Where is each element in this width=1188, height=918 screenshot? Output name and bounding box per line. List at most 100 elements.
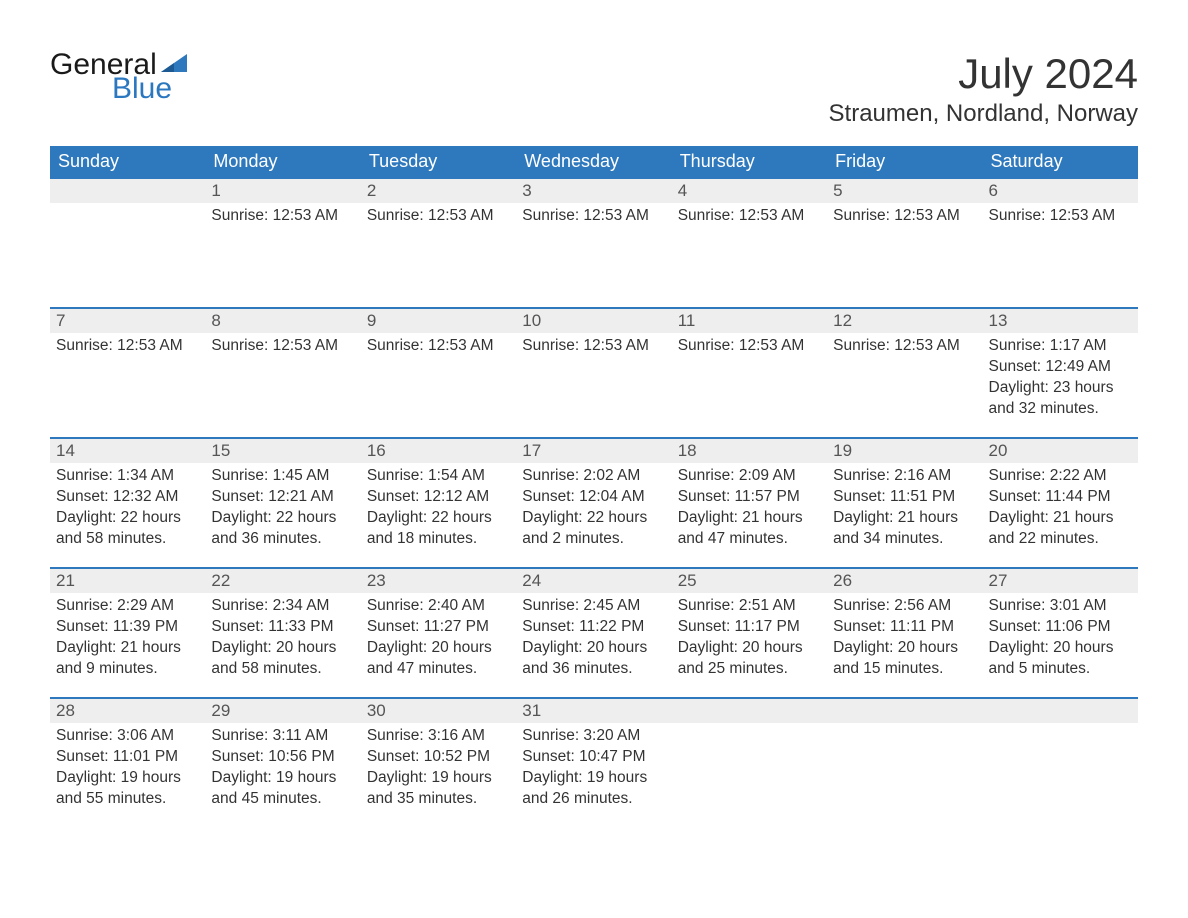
day-detail-line: Daylight: 19 hours and 55 minutes.: [56, 768, 199, 810]
weekday-header: Tuesday: [361, 146, 516, 177]
calendar-day-cell: 19Sunrise: 2:16 AMSunset: 11:51 PMDaylig…: [827, 437, 982, 567]
day-details: Sunrise: 1:17 AMSunset: 12:49 AMDaylight…: [983, 333, 1138, 426]
day-detail-line: Sunrise: 12:53 AM: [678, 206, 821, 227]
day-details: Sunrise: 12:53 AM: [361, 333, 516, 363]
day-details: Sunrise: 2:34 AMSunset: 11:33 PMDaylight…: [205, 593, 360, 686]
month-title: July 2024: [829, 50, 1138, 98]
day-detail-line: Sunset: 11:57 PM: [678, 487, 821, 508]
day-number: 30: [361, 697, 516, 723]
day-number: 6: [983, 177, 1138, 203]
day-detail-line: Daylight: 21 hours and 9 minutes.: [56, 638, 199, 680]
day-detail-line: Sunrise: 3:06 AM: [56, 726, 199, 747]
day-number: 4: [672, 177, 827, 203]
calendar-empty-cell: [827, 697, 982, 827]
day-number: 10: [516, 307, 671, 333]
day-detail-line: Sunset: 11:22 PM: [522, 617, 665, 638]
weekday-header: Wednesday: [516, 146, 671, 177]
calendar-day-cell: 23Sunrise: 2:40 AMSunset: 11:27 PMDaylig…: [361, 567, 516, 697]
day-details: Sunrise: 12:53 AM: [516, 203, 671, 233]
day-details: Sunrise: 3:01 AMSunset: 11:06 PMDaylight…: [983, 593, 1138, 686]
calendar-day-cell: 8Sunrise: 12:53 AM: [205, 307, 360, 437]
day-number: 1: [205, 177, 360, 203]
day-detail-line: Sunrise: 2:02 AM: [522, 466, 665, 487]
day-number: 21: [50, 567, 205, 593]
day-number: 14: [50, 437, 205, 463]
day-number: 12: [827, 307, 982, 333]
day-number: 13: [983, 307, 1138, 333]
day-detail-line: Sunset: 12:49 AM: [989, 357, 1132, 378]
day-detail-line: Sunset: 11:01 PM: [56, 747, 199, 768]
day-number: 5: [827, 177, 982, 203]
calendar-day-cell: 3Sunrise: 12:53 AM: [516, 177, 671, 307]
calendar-day-cell: 10Sunrise: 12:53 AM: [516, 307, 671, 437]
day-detail-line: Sunrise: 2:56 AM: [833, 596, 976, 617]
day-number: 28: [50, 697, 205, 723]
weekday-header: Thursday: [672, 146, 827, 177]
day-details: Sunrise: 2:40 AMSunset: 11:27 PMDaylight…: [361, 593, 516, 686]
day-details: Sunrise: 12:53 AM: [672, 203, 827, 233]
day-details: Sunrise: 2:09 AMSunset: 11:57 PMDaylight…: [672, 463, 827, 556]
day-detail-line: Sunrise: 3:16 AM: [367, 726, 510, 747]
day-details: Sunrise: 12:53 AM: [361, 203, 516, 233]
calendar-day-cell: 7Sunrise: 12:53 AM: [50, 307, 205, 437]
calendar-day-cell: 25Sunrise: 2:51 AMSunset: 11:17 PMDaylig…: [672, 567, 827, 697]
calendar-day-cell: 4 Sunrise: 12:53 AM: [672, 177, 827, 307]
day-number: 29: [205, 697, 360, 723]
calendar-day-cell: 29Sunrise: 3:11 AMSunset: 10:56 PMDaylig…: [205, 697, 360, 827]
calendar-day-cell: 9 Sunrise: 12:53 AM: [361, 307, 516, 437]
day-details: Sunrise: 12:53 AM: [983, 203, 1138, 233]
day-detail-line: Sunrise: 12:53 AM: [833, 336, 976, 357]
day-number: [672, 697, 827, 723]
calendar-empty-cell: [983, 697, 1138, 827]
calendar-day-cell: 13Sunrise: 1:17 AMSunset: 12:49 AMDaylig…: [983, 307, 1138, 437]
day-details: Sunrise: 12:53 AM: [672, 333, 827, 363]
day-number: 9: [361, 307, 516, 333]
day-detail-line: Daylight: 20 hours and 5 minutes.: [989, 638, 1132, 680]
day-detail-line: Sunset: 12:32 AM: [56, 487, 199, 508]
calendar-day-cell: 2Sunrise: 12:53 AM: [361, 177, 516, 307]
day-detail-line: Sunset: 11:11 PM: [833, 617, 976, 638]
day-number: 3: [516, 177, 671, 203]
weekday-header: Friday: [827, 146, 982, 177]
day-number: 19: [827, 437, 982, 463]
day-detail-line: Daylight: 22 hours and 2 minutes.: [522, 508, 665, 550]
calendar-day-cell: 22Sunrise: 2:34 AMSunset: 11:33 PMDaylig…: [205, 567, 360, 697]
calendar-day-cell: 20Sunrise: 2:22 AMSunset: 11:44 PMDaylig…: [983, 437, 1138, 567]
day-details: Sunrise: 2:29 AMSunset: 11:39 PMDaylight…: [50, 593, 205, 686]
day-detail-line: Sunset: 10:47 PM: [522, 747, 665, 768]
logo-text-blue: Blue: [112, 74, 187, 104]
calendar-day-cell: 15Sunrise: 1:45 AMSunset: 12:21 AMDaylig…: [205, 437, 360, 567]
day-detail-line: Daylight: 20 hours and 36 minutes.: [522, 638, 665, 680]
day-detail-line: Sunset: 11:33 PM: [211, 617, 354, 638]
day-detail-line: Sunset: 12:21 AM: [211, 487, 354, 508]
day-details: Sunrise: 12:53 AM: [205, 203, 360, 233]
calendar-day-cell: 26Sunrise: 2:56 AMSunset: 11:11 PMDaylig…: [827, 567, 982, 697]
title-block: July 2024 Straumen, Nordland, Norway: [829, 50, 1138, 128]
day-detail-line: Daylight: 19 hours and 26 minutes.: [522, 768, 665, 810]
day-details: Sunrise: 12:53 AM: [50, 333, 205, 363]
day-detail-line: Sunrise: 2:22 AM: [989, 466, 1132, 487]
weekday-header: Monday: [205, 146, 360, 177]
day-details: Sunrise: 3:20 AMSunset: 10:47 PMDaylight…: [516, 723, 671, 816]
day-number: 2: [361, 177, 516, 203]
calendar-day-cell: 1Sunrise: 12:53 AM: [205, 177, 360, 307]
day-detail-line: Sunrise: 12:53 AM: [367, 336, 510, 357]
day-details: Sunrise: 2:51 AMSunset: 11:17 PMDaylight…: [672, 593, 827, 686]
day-detail-line: Daylight: 22 hours and 58 minutes.: [56, 508, 199, 550]
calendar-week-row: 14Sunrise: 1:34 AMSunset: 12:32 AMDaylig…: [50, 437, 1138, 567]
day-detail-line: Daylight: 20 hours and 47 minutes.: [367, 638, 510, 680]
calendar-body: 1Sunrise: 12:53 AM2Sunrise: 12:53 AM3Sun…: [50, 177, 1138, 827]
day-details: Sunrise: 2:45 AMSunset: 11:22 PMDaylight…: [516, 593, 671, 686]
day-detail-line: Sunset: 11:51 PM: [833, 487, 976, 508]
day-number: 17: [516, 437, 671, 463]
day-details: Sunrise: 12:53 AM: [827, 333, 982, 363]
day-details: [983, 723, 1138, 732]
day-number: [50, 177, 205, 203]
calendar-day-cell: 5Sunrise: 12:53 AM: [827, 177, 982, 307]
day-detail-line: Sunrise: 2:09 AM: [678, 466, 821, 487]
day-details: Sunrise: 12:53 AM: [516, 333, 671, 363]
day-detail-line: Sunrise: 1:45 AM: [211, 466, 354, 487]
calendar-day-cell: 21Sunrise: 2:29 AMSunset: 11:39 PMDaylig…: [50, 567, 205, 697]
calendar-page: General Blue July 2024 Straumen, Nordlan…: [0, 0, 1188, 918]
day-details: Sunrise: 2:56 AMSunset: 11:11 PMDaylight…: [827, 593, 982, 686]
